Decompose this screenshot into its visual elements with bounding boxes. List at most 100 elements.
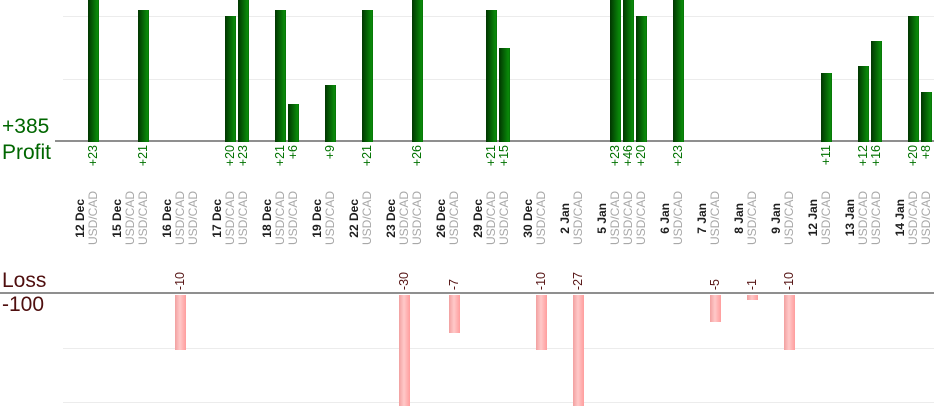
- instrument-label: USD/CAD: [186, 186, 200, 250]
- profit-value-label: +16: [869, 145, 883, 197]
- date-label: 6 Jan: [658, 186, 672, 250]
- profit-bar: [225, 16, 236, 142]
- instrument-label-text: USD/CAD: [447, 190, 461, 245]
- profit-bar: [486, 9, 497, 142]
- profit-value-label-text: +26: [410, 145, 424, 167]
- date-label: 16 Dec: [160, 186, 174, 250]
- loss-total-label: -100: [2, 293, 45, 316]
- date-label: 8 Jan: [732, 186, 746, 250]
- profit-bar: [238, 0, 249, 142]
- date-label-text: 12 Dec: [72, 198, 87, 238]
- profit-value-label: +9: [323, 145, 337, 197]
- profit-bar: [821, 72, 832, 142]
- date-label: 22 Dec: [347, 186, 361, 250]
- date-label-text: 7 Jan: [694, 202, 709, 234]
- profit-value-label-text: +9: [323, 145, 337, 160]
- profit-bar: [288, 104, 299, 142]
- loss-bar: [784, 295, 795, 350]
- profit-bar: [636, 16, 647, 142]
- date-label-text: 29 Dec: [470, 198, 485, 238]
- instrument-label-text: USD/CAD: [782, 190, 796, 245]
- profit-bar: [325, 85, 336, 142]
- profit-bar: [673, 0, 684, 142]
- loss-value-label-text: -7: [447, 278, 461, 290]
- loss-bar: [573, 295, 584, 406]
- date-label: 5 Jan: [595, 186, 609, 250]
- date-label-text: 12 Jan: [805, 199, 820, 237]
- profit-value-label: +23: [671, 145, 685, 197]
- profit-value-label: +11: [819, 145, 833, 197]
- date-label-text: 13 Jan: [842, 199, 857, 237]
- date-label: 30 Dec: [521, 186, 535, 250]
- loss-value-label-text: -27: [571, 271, 585, 290]
- date-label: 29 Dec: [471, 186, 485, 250]
- instrument-label-text: USD/CAD: [286, 190, 300, 245]
- date-label: 12 Dec: [73, 186, 87, 250]
- profit-bar: [138, 9, 149, 142]
- profit-bar: [499, 47, 510, 142]
- profit-value-label: +23: [86, 145, 100, 197]
- date-label-text: 16 Dec: [159, 198, 174, 238]
- profit-value-label-text: +23: [671, 145, 685, 167]
- loss-value-label-text: -10: [173, 271, 187, 290]
- date-label-text: 23 Dec: [383, 198, 398, 238]
- date-label-text: 26 Dec: [433, 198, 448, 238]
- profit-value-label-text: +8: [919, 145, 933, 160]
- date-label-text: 17 Dec: [209, 198, 224, 238]
- profit-value-label: +21: [360, 145, 374, 197]
- profit-value-label: +8: [919, 145, 933, 197]
- date-label-text: 9 Jan: [768, 202, 783, 234]
- date-label-text: 2 Jan: [557, 202, 572, 234]
- instrument-label-text: USD/CAD: [323, 190, 337, 245]
- date-label: 19 Dec: [310, 186, 324, 250]
- gridline: [63, 402, 934, 403]
- profit-value-label: +26: [410, 145, 424, 197]
- loss-value-label: -10: [782, 238, 796, 290]
- gridline: [63, 16, 934, 17]
- instrument-label-text: USD/CAD: [136, 190, 150, 245]
- profit-value-label-text: +16: [869, 145, 883, 167]
- loss-value-label: -1: [745, 238, 759, 290]
- loss-value-label: -5: [708, 238, 722, 290]
- profit-value-label: +20: [634, 145, 648, 197]
- date-label: 23 Dec: [384, 186, 398, 250]
- instrument-label-text: USD/CAD: [745, 190, 759, 245]
- loss-bar: [399, 295, 410, 406]
- date-label: 18 Dec: [260, 186, 274, 250]
- loss-value-label: -10: [173, 238, 187, 290]
- profit-value-label: +23: [236, 145, 250, 197]
- date-label: 14 Jan: [893, 186, 907, 250]
- instrument-label-text: USD/CAD: [186, 190, 200, 245]
- instrument-label-text: USD/CAD: [571, 190, 585, 245]
- instrument-label-text: USD/CAD: [919, 190, 933, 245]
- date-label-text: 22 Dec: [346, 198, 361, 238]
- instrument-label-text: USD/CAD: [360, 190, 374, 245]
- date-label: 7 Jan: [695, 186, 709, 250]
- profit-bar: [362, 9, 373, 142]
- instrument-label-text: USD/CAD: [534, 190, 548, 245]
- loss-bar: [710, 295, 721, 323]
- profit-value-label-text: +23: [236, 145, 250, 167]
- profit-value-label-text: +20: [634, 145, 648, 167]
- profit-bar: [88, 0, 99, 142]
- instrument-label-text: USD/CAD: [634, 190, 648, 245]
- date-label-text: 19 Dec: [309, 198, 324, 238]
- date-label-text: 5 Jan: [594, 202, 609, 234]
- loss-bar: [449, 295, 460, 334]
- loss-value-label: -10: [534, 238, 548, 290]
- loss-baseline: [0, 292, 934, 294]
- profit-value-label-text: +21: [360, 145, 374, 167]
- profit-value-label-text: +23: [86, 145, 100, 167]
- profit-value-label: +21: [136, 145, 150, 197]
- profit-value-label-text: +6: [286, 145, 300, 160]
- date-label-text: 8 Jan: [731, 202, 746, 234]
- date-label: 26 Dec: [434, 186, 448, 250]
- gridline: [63, 348, 934, 349]
- date-label-text: 14 Jan: [892, 199, 907, 237]
- instrument-label-text: USD/CAD: [671, 190, 685, 245]
- loss-bar: [536, 295, 547, 350]
- loss-value-label-text: -10: [534, 271, 548, 290]
- date-label-text: 18 Dec: [259, 198, 274, 238]
- profit-bar: [858, 66, 869, 142]
- profit-total-label: +385: [2, 115, 50, 138]
